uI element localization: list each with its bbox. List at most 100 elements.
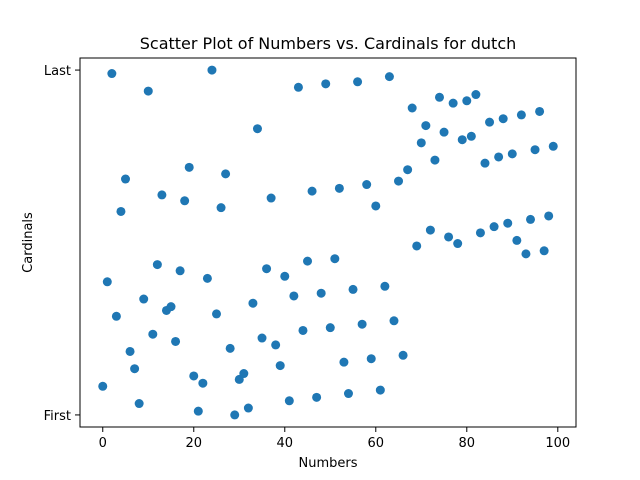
data-point bbox=[121, 174, 130, 184]
y-tick-label: Last bbox=[44, 64, 71, 79]
data-point bbox=[152, 260, 162, 270]
data-point bbox=[403, 165, 413, 175]
data-point bbox=[171, 336, 181, 346]
data-point bbox=[434, 92, 444, 102]
data-point bbox=[180, 196, 190, 206]
data-point bbox=[221, 169, 231, 179]
data-point bbox=[184, 162, 194, 172]
data-point bbox=[348, 284, 358, 294]
data-point bbox=[189, 371, 199, 381]
data-point bbox=[530, 145, 540, 155]
data-point bbox=[111, 311, 121, 321]
data-point bbox=[202, 273, 212, 283]
data-point bbox=[148, 329, 158, 339]
data-point bbox=[343, 389, 353, 399]
data-point bbox=[321, 79, 331, 89]
data-point bbox=[362, 180, 372, 190]
data-point bbox=[212, 309, 222, 319]
data-point bbox=[303, 256, 313, 266]
data-point bbox=[275, 361, 285, 371]
data-point bbox=[143, 86, 153, 96]
data-point bbox=[384, 72, 394, 82]
data-point bbox=[457, 135, 467, 145]
data-point bbox=[134, 399, 144, 409]
data-point bbox=[316, 288, 326, 298]
data-point bbox=[130, 364, 140, 374]
data-point bbox=[102, 277, 112, 287]
data-point bbox=[366, 354, 376, 364]
data-point bbox=[375, 385, 385, 395]
data-point bbox=[494, 152, 504, 162]
x-tick-label: 80 bbox=[459, 436, 476, 451]
data-point bbox=[439, 127, 449, 137]
plot-frame bbox=[79, 57, 577, 428]
data-point bbox=[471, 90, 481, 100]
data-point bbox=[430, 155, 440, 165]
data-point bbox=[230, 410, 240, 420]
x-tick-label: 20 bbox=[185, 436, 202, 451]
data-point bbox=[243, 403, 253, 413]
x-axis-label: Numbers bbox=[299, 456, 358, 471]
data-point bbox=[293, 82, 303, 92]
y-axis-label: Cardinals bbox=[21, 212, 36, 273]
data-point bbox=[539, 246, 549, 256]
data-point bbox=[421, 121, 431, 131]
x-tick-label: 100 bbox=[545, 436, 570, 451]
data-points bbox=[98, 65, 558, 420]
data-point bbox=[526, 214, 535, 224]
x-tick-label: 40 bbox=[276, 436, 293, 451]
data-point bbox=[298, 325, 308, 335]
data-point bbox=[257, 333, 267, 343]
data-point bbox=[289, 291, 299, 301]
data-point bbox=[544, 211, 554, 221]
data-point bbox=[516, 110, 526, 120]
data-point bbox=[207, 65, 217, 75]
data-point bbox=[325, 323, 335, 333]
data-point bbox=[198, 378, 208, 388]
data-point bbox=[444, 232, 454, 242]
chart-title: Scatter Plot of Numbers vs. Cardinals fo… bbox=[140, 34, 517, 53]
data-point bbox=[139, 294, 149, 304]
data-point bbox=[371, 201, 381, 211]
y-axis: First Last bbox=[44, 64, 80, 424]
data-point bbox=[485, 117, 495, 127]
data-point bbox=[462, 96, 472, 106]
data-point bbox=[175, 266, 185, 276]
data-point bbox=[157, 190, 167, 200]
data-point bbox=[193, 406, 203, 416]
data-point bbox=[307, 186, 317, 196]
data-point bbox=[521, 249, 531, 259]
data-point bbox=[353, 77, 363, 87]
data-point bbox=[489, 222, 499, 232]
data-point bbox=[216, 203, 226, 213]
data-point bbox=[380, 281, 390, 291]
data-point bbox=[107, 69, 117, 79]
data-point bbox=[466, 131, 476, 141]
data-point bbox=[480, 158, 490, 168]
data-point bbox=[248, 298, 258, 308]
data-point bbox=[389, 316, 399, 326]
data-point bbox=[425, 225, 435, 235]
data-point bbox=[330, 254, 340, 264]
data-point bbox=[453, 239, 463, 249]
data-point bbox=[125, 346, 135, 356]
data-point bbox=[498, 114, 508, 124]
data-point bbox=[548, 141, 558, 151]
data-point bbox=[280, 271, 290, 281]
data-point bbox=[503, 218, 513, 228]
data-point bbox=[512, 235, 522, 245]
data-point bbox=[475, 228, 485, 238]
data-point bbox=[448, 98, 458, 108]
data-point bbox=[416, 138, 426, 148]
data-point bbox=[312, 392, 322, 402]
data-point bbox=[116, 206, 126, 216]
data-point bbox=[266, 193, 276, 203]
x-tick-label: 0 bbox=[99, 436, 107, 451]
x-tick-label: 60 bbox=[368, 436, 385, 451]
data-point bbox=[412, 241, 422, 251]
data-point bbox=[166, 302, 176, 312]
y-tick-label: First bbox=[44, 409, 71, 424]
data-point bbox=[507, 149, 517, 159]
